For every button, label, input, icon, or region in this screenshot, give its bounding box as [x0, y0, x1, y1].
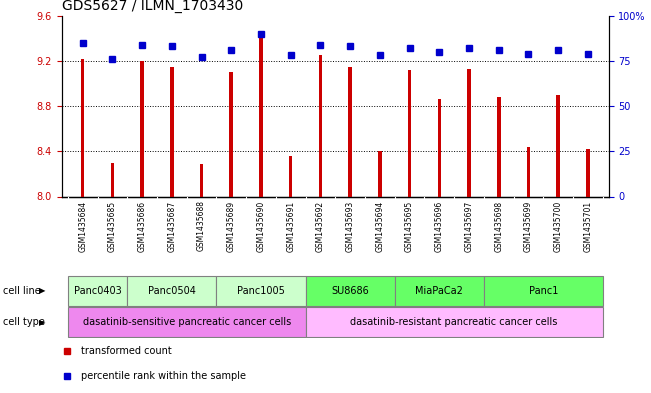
Bar [318, 55, 322, 196]
Text: GSM1435692: GSM1435692 [316, 200, 325, 252]
Text: Panc0403: Panc0403 [74, 286, 121, 296]
Bar [200, 164, 203, 196]
Text: GSM1435701: GSM1435701 [583, 200, 592, 252]
Text: GSM1435698: GSM1435698 [494, 200, 503, 252]
Bar [467, 69, 471, 196]
Text: GSM1435694: GSM1435694 [376, 200, 384, 252]
Text: GSM1435688: GSM1435688 [197, 200, 206, 252]
Bar [259, 31, 263, 196]
Bar [305, 276, 395, 306]
Text: GSM1435699: GSM1435699 [524, 200, 533, 252]
Text: GSM1435686: GSM1435686 [137, 200, 146, 252]
Bar [229, 72, 233, 196]
Text: GSM1435693: GSM1435693 [346, 200, 355, 252]
Text: ▶: ▶ [39, 318, 46, 327]
Text: MiaPaCa2: MiaPaCa2 [415, 286, 464, 296]
Text: GSM1435687: GSM1435687 [167, 200, 176, 252]
Bar [437, 99, 441, 196]
Bar [111, 163, 114, 196]
Text: GDS5627 / ILMN_1703430: GDS5627 / ILMN_1703430 [62, 0, 243, 13]
Text: ▶: ▶ [39, 286, 46, 295]
Text: cell line: cell line [3, 286, 41, 296]
Text: transformed count: transformed count [81, 346, 172, 356]
Text: cell type: cell type [3, 317, 45, 327]
Bar [586, 149, 590, 196]
Bar [216, 276, 305, 306]
Text: GSM1435697: GSM1435697 [465, 200, 473, 252]
Bar [141, 61, 144, 196]
Bar [527, 147, 530, 196]
Bar [484, 276, 603, 306]
Text: GSM1435695: GSM1435695 [405, 200, 414, 252]
Bar [348, 66, 352, 196]
Bar [68, 307, 305, 337]
Text: GSM1435689: GSM1435689 [227, 200, 236, 252]
Bar [395, 276, 484, 306]
Text: GSM1435696: GSM1435696 [435, 200, 444, 252]
Text: GSM1435700: GSM1435700 [553, 200, 562, 252]
Bar [305, 307, 603, 337]
Text: SU8686: SU8686 [331, 286, 369, 296]
Bar [408, 70, 411, 196]
Text: Panc1: Panc1 [529, 286, 558, 296]
Bar [170, 66, 174, 196]
Text: dasatinib-sensitive pancreatic cancer cells: dasatinib-sensitive pancreatic cancer ce… [83, 317, 291, 327]
Text: dasatinib-resistant pancreatic cancer cells: dasatinib-resistant pancreatic cancer ce… [350, 317, 558, 327]
Bar [127, 276, 216, 306]
Bar [378, 151, 381, 196]
Text: GSM1435691: GSM1435691 [286, 200, 295, 252]
Bar [497, 97, 501, 196]
Text: Panc0504: Panc0504 [148, 286, 196, 296]
Bar [557, 95, 560, 196]
Bar [81, 59, 85, 196]
Text: GSM1435690: GSM1435690 [256, 200, 266, 252]
Text: GSM1435685: GSM1435685 [108, 200, 117, 252]
Text: percentile rank within the sample: percentile rank within the sample [81, 371, 246, 381]
Bar [68, 276, 127, 306]
Text: Panc1005: Panc1005 [237, 286, 285, 296]
Text: GSM1435684: GSM1435684 [78, 200, 87, 252]
Bar [289, 156, 292, 196]
